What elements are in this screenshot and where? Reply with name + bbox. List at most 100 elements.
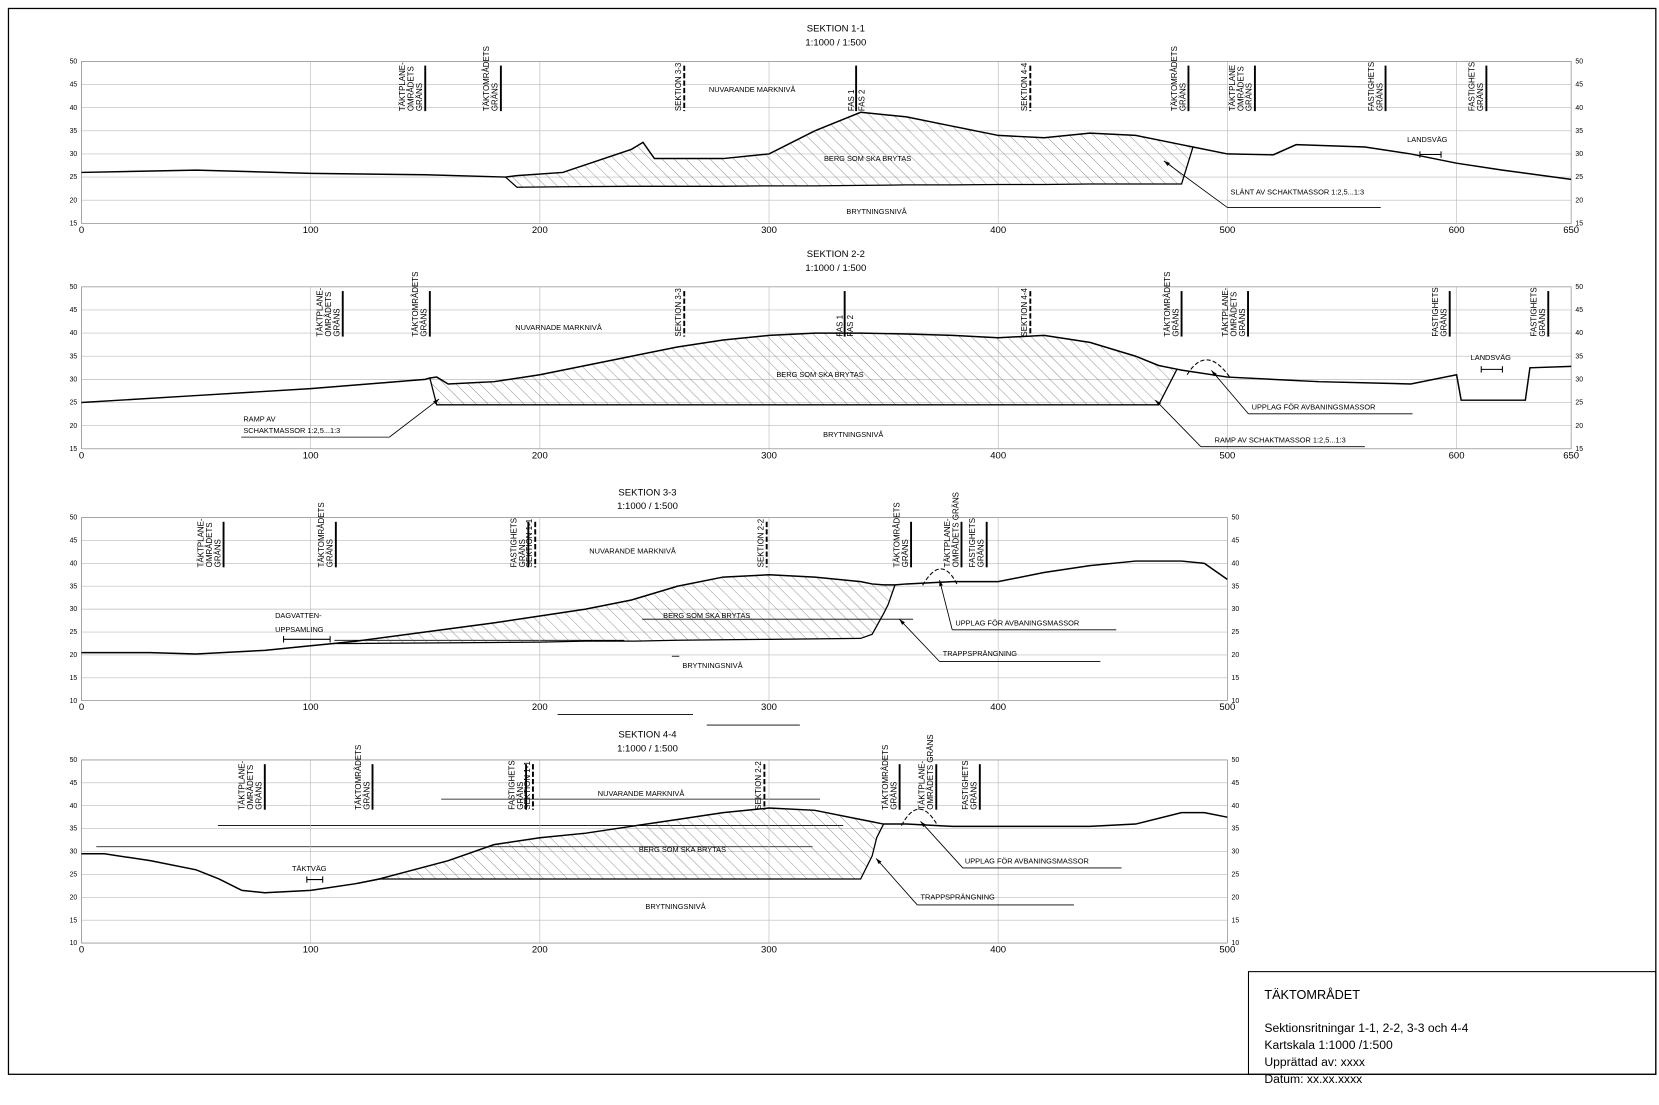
x-tick-label: 100 (303, 225, 319, 236)
y-tick-label: 40 (1575, 105, 1583, 112)
boundary-label: GRÄNS (1171, 308, 1180, 336)
annotation: RAMP AV SCHAKTMASSOR 1:2,5...1:3 (1215, 435, 1346, 444)
y-tick-label: 35 (70, 826, 78, 833)
stockpile-outline (900, 808, 937, 826)
x-tick-label: 200 (532, 945, 548, 956)
boundary-label: OMRÅDETS (324, 292, 333, 337)
annotation: TÄKTVÄG (292, 864, 327, 873)
y-tick-label: 35 (1232, 826, 1240, 833)
y-tick-label: 50 (1232, 515, 1240, 522)
boundary-label: TÄKTPLANE- (196, 518, 205, 567)
boundary-label: TÄKTOMRÅDETS (482, 46, 491, 111)
boundary-label: FASTIGHETS (1431, 287, 1440, 336)
x-tick-label: 500 (1219, 450, 1235, 461)
y-tick-label: 25 (1575, 400, 1583, 407)
y-tick-label: 15 (70, 446, 78, 453)
y-tick-label: 15 (1232, 917, 1240, 924)
boundary-label: TÄKTPLANE- (398, 62, 407, 111)
x-tick-label: 300 (761, 945, 777, 956)
boundary-label: TÄKTOMRÅDETS (411, 272, 420, 337)
annotation: BRYTNINGSNIVÅ (645, 902, 705, 911)
leader-line (899, 618, 940, 662)
boundary-label: SEKTION 2-2 (754, 761, 763, 809)
annotation: BRYTNINGSNIVÅ (846, 207, 906, 216)
boundary-label: OMRÅDETS GRÄNS (951, 492, 960, 567)
boundary-label: SEKTION 2-2 (757, 519, 766, 567)
boundary-label: GRÄNS (516, 782, 525, 810)
arrow-head (1155, 400, 1161, 406)
y-tick-label: 50 (70, 757, 78, 764)
arrow-head (433, 399, 440, 405)
arrow-head (876, 858, 882, 865)
x-tick-label: 0 (79, 702, 84, 713)
x-tick-label: 100 (303, 945, 319, 956)
boundary-label: OMRÅDETS (205, 522, 214, 567)
annotation: TRAPPSPRÄNGNING (920, 893, 995, 902)
y-tick-label: 10 (1232, 698, 1240, 705)
arrow-head (920, 821, 926, 828)
excavation-level (356, 823, 885, 885)
y-tick-label: 35 (1575, 353, 1583, 360)
y-tick-label: 25 (70, 400, 78, 407)
excavation-area (356, 808, 884, 884)
y-tick-label: 25 (1232, 872, 1240, 879)
plot-frame (81, 759, 1228, 944)
arrow-head (899, 619, 905, 625)
section-scale: 1:1000 / 1:500 (617, 501, 678, 512)
boundary-label: GRÄNS (518, 539, 527, 567)
title-block (1247, 971, 1657, 1075)
annotation: BERG SOM SKA BRYTAS (639, 845, 726, 854)
arrow-head (1211, 370, 1217, 377)
y-tick-label: 40 (1575, 330, 1583, 337)
boundary-label: GRÄNS (362, 782, 371, 810)
x-tick-label: 200 (532, 225, 548, 236)
section-scale: 1:1000 / 1:500 (805, 38, 866, 49)
section-title: SEKTION 2-2 (807, 249, 865, 260)
boundary-label: GRÄNS (901, 539, 910, 567)
y-tick-label: 20 (70, 652, 78, 659)
boundary-label: GRÄNS (1476, 83, 1485, 111)
y-tick-label: 30 (1575, 151, 1583, 158)
annotation: BERG SOM SKA BRYTAS (824, 154, 911, 163)
plot-frame (81, 286, 1572, 450)
boundary-label: GRÄNS (415, 83, 424, 111)
boundary-label: FASTIGHETS (510, 518, 519, 567)
boundary-label: SEKTION 3-3 (674, 62, 683, 111)
x-tick-label: 400 (990, 450, 1006, 461)
plot-frame (81, 61, 1572, 224)
section-scale: 1:1000 / 1:500 (617, 743, 678, 754)
boundary-label: SEKTION 1-1 (523, 761, 532, 810)
y-tick-label: 50 (70, 515, 78, 522)
excavation-level (505, 146, 1194, 188)
boundary-label: GRÄNS (491, 83, 500, 111)
y-tick-label: 20 (70, 423, 78, 430)
section-title: SEKTION 4-4 (618, 730, 677, 741)
y-tick-label: 40 (1232, 803, 1240, 810)
excavation-level (429, 368, 1178, 406)
y-tick-label: 40 (70, 803, 78, 810)
boundary-label: SEKTION 1-1 (525, 518, 534, 567)
boundary-label: GRÄNS (970, 782, 979, 810)
y-tick-label: 45 (70, 780, 78, 787)
y-tick-label: 35 (70, 128, 78, 135)
annotation: UPPLAG FÖR AVBANINGSMASSOR (965, 857, 1089, 866)
title-block-title: TÄKTOMRÅDET (1264, 987, 1360, 1002)
x-tick-label: 300 (761, 450, 777, 461)
annotation: BERG SOM SKA BRYTAS (776, 370, 863, 379)
leader-line (920, 821, 964, 869)
section-title: SEKTION 1-1 (807, 24, 865, 35)
excavation-area (429, 333, 1177, 405)
y-tick-label: 10 (1232, 940, 1240, 947)
boundary-label: FAS 1 (836, 314, 845, 336)
boundary-label: GRÄNS (255, 782, 264, 810)
x-tick-label: 0 (79, 945, 84, 956)
boundary-label: FASTIGHETS (1367, 62, 1376, 111)
y-tick-label: 50 (70, 59, 78, 66)
x-tick-label: 600 (1449, 450, 1465, 461)
x-tick-label: 0 (79, 450, 84, 461)
boundary-label: FASTIGHETS (1468, 62, 1477, 111)
boundary-label: GRÄNS (420, 308, 429, 336)
y-tick-label: 35 (1232, 583, 1240, 590)
arrow-head (939, 580, 943, 587)
excavation-area (333, 574, 896, 644)
